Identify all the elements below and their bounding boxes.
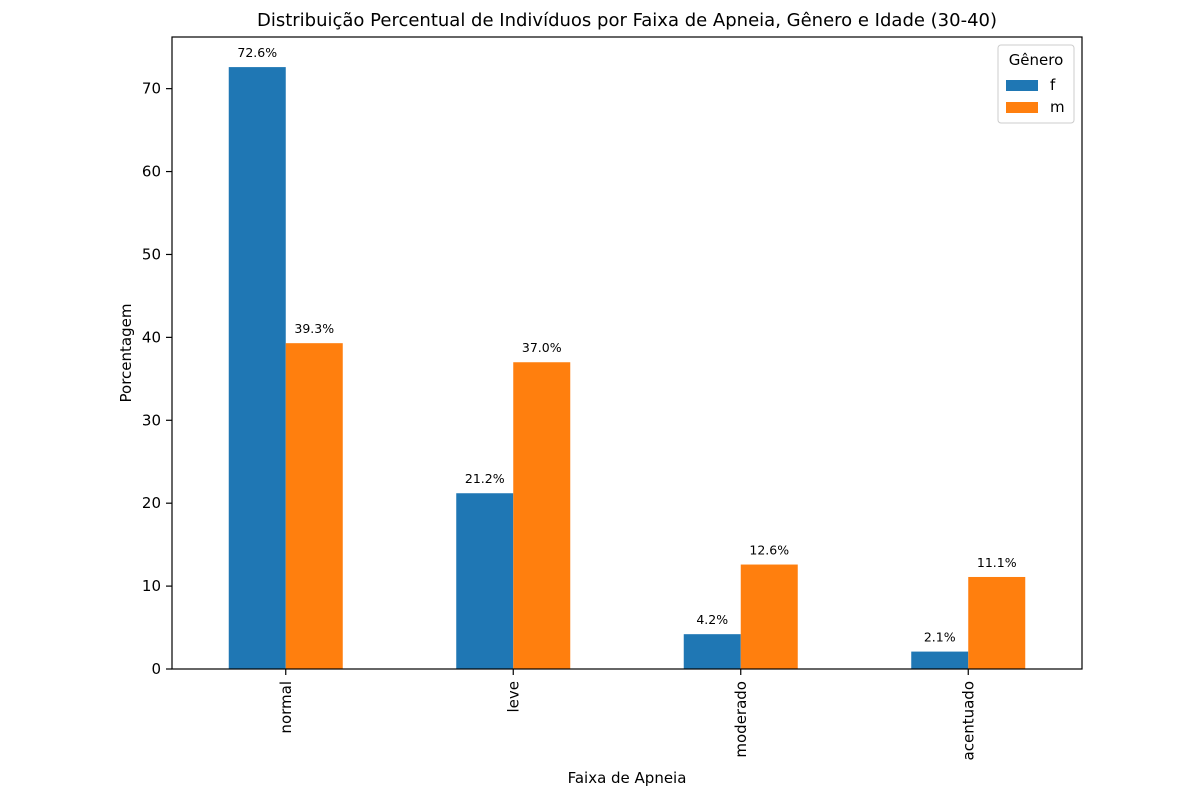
y-axis-label: Porcentagem: [117, 304, 135, 403]
bar-f-normal: [228, 67, 286, 670]
y-tick-label: 60: [142, 163, 161, 181]
data-label-m-acentuado: 11.1%: [977, 555, 1017, 570]
legend-label-m: m: [1050, 98, 1065, 116]
bars-layer: [228, 67, 1026, 670]
data-label-f-leve: 21.2%: [465, 471, 505, 486]
y-tick-label: 10: [142, 577, 161, 595]
y-tick-label: 0: [151, 660, 161, 678]
data-labels-layer: 72.6% 39.3% 21.2% 37.0% 4.2% 12.6% 2.1% 11.1%: [237, 45, 1016, 644]
y-axis: 0 10 20 30 40 50 60 70: [142, 80, 172, 678]
bar-m-normal: [285, 343, 343, 669]
y-tick-label: 70: [142, 80, 161, 98]
chart-title: Distribuição Percentual de Indivíduos po…: [257, 10, 997, 31]
y-tick-label: 50: [142, 245, 161, 263]
x-tick-label-leve: leve: [504, 681, 522, 713]
plot-frame: [171, 36, 1083, 670]
legend-title: Gênero: [1009, 51, 1064, 69]
legend: Gênero fm: [997, 44, 1075, 124]
bar-f-moderado: [683, 634, 741, 669]
legend-swatch-m: [1006, 102, 1038, 113]
x-axis: normal leve moderado acentuado: [277, 669, 977, 760]
data-label-m-leve: 37.0%: [522, 340, 562, 355]
x-tick-label-acentuado: acentuado: [959, 681, 977, 760]
data-label-f-normal: 72.6%: [237, 45, 277, 60]
legend-swatch-f: [1006, 80, 1038, 91]
data-label-m-normal: 39.3%: [294, 321, 334, 336]
x-tick-label-moderado: moderado: [732, 681, 750, 758]
x-axis-label: Faixa de Apneia: [568, 769, 687, 787]
y-tick-label: 20: [142, 494, 161, 512]
bar-m-moderado: [740, 564, 798, 669]
legend-items: fm: [1006, 76, 1065, 116]
data-label-m-moderado: 12.6%: [749, 543, 789, 558]
bar-f-acentuado: [911, 651, 969, 669]
bar-m-leve: [513, 362, 571, 669]
bar-m-acentuado: [968, 576, 1026, 669]
data-label-f-moderado: 4.2%: [696, 612, 728, 627]
y-tick-label: 30: [142, 411, 161, 429]
y-tick-label: 40: [142, 328, 161, 346]
legend-label-f: f: [1050, 76, 1056, 94]
bar-f-leve: [456, 493, 514, 669]
data-label-f-acentuado: 2.1%: [924, 630, 956, 645]
x-tick-label-normal: normal: [277, 681, 295, 734]
